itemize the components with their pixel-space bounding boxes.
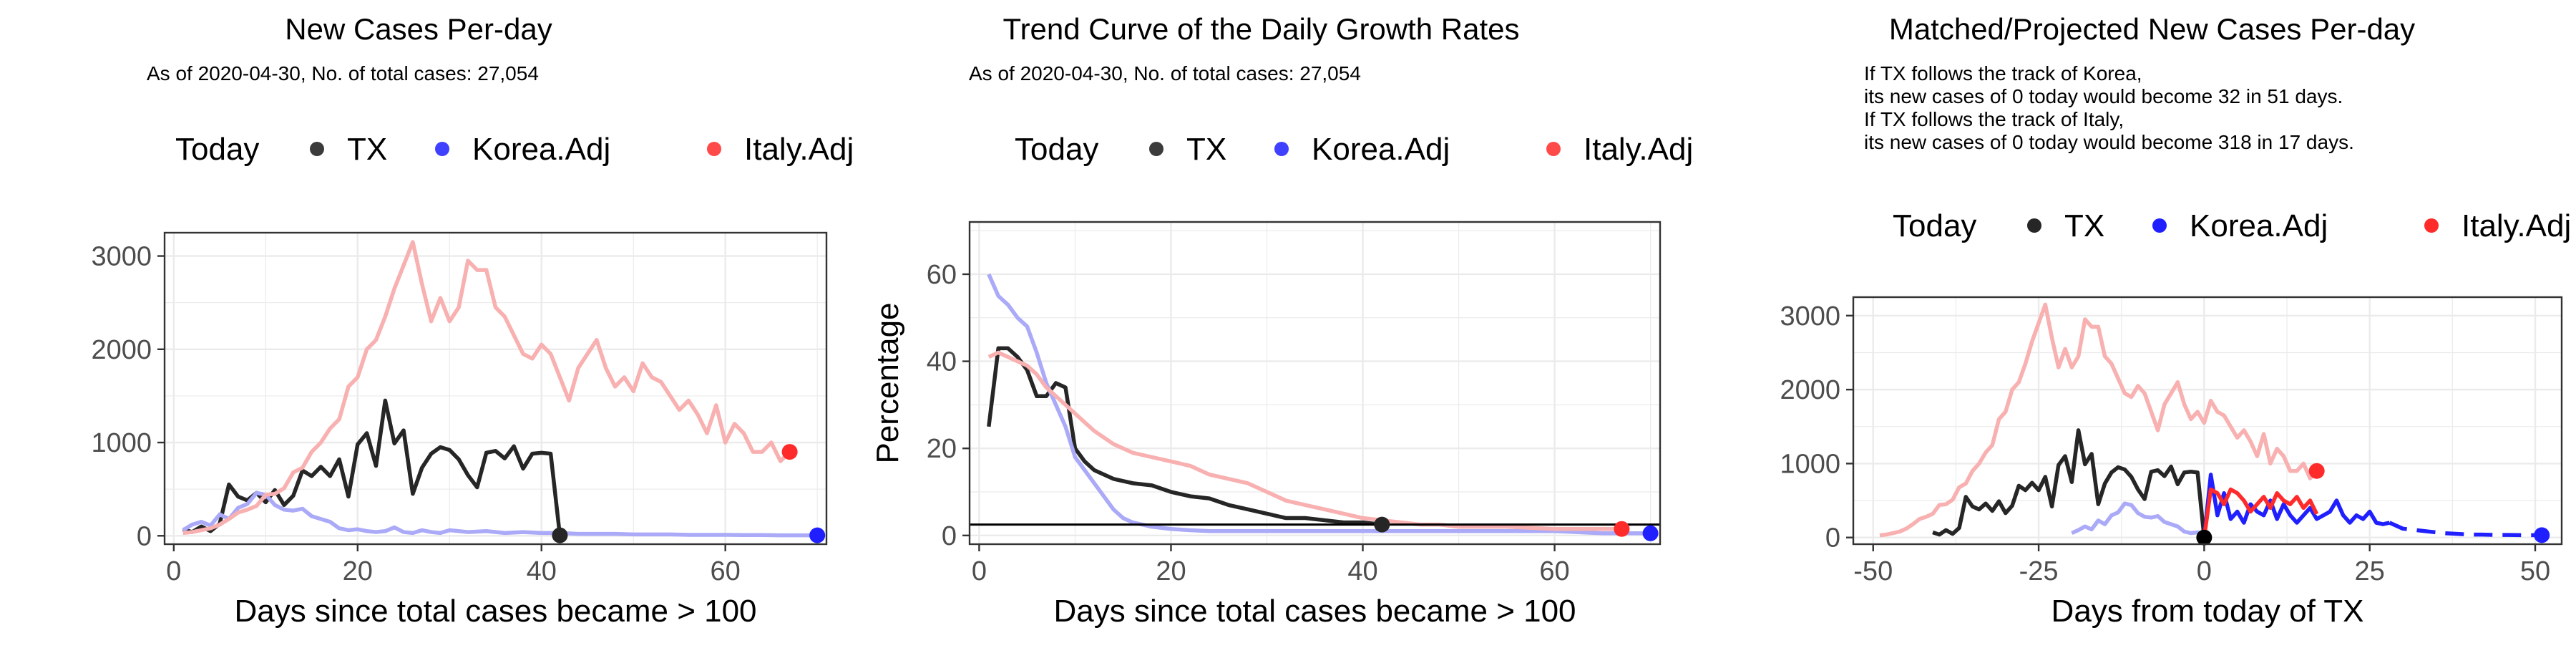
legend-label: Italy.Adj: [1584, 132, 1693, 167]
legend-label: TX: [347, 132, 387, 167]
series-line-italy-adj: [182, 240, 791, 536]
series-line-korea-adj: [182, 490, 818, 538]
plot-border: [968, 221, 1662, 546]
series-line-tx: [987, 346, 1382, 527]
projection-note-line: its new cases of 0 today would become 31…: [1864, 131, 2354, 153]
legend-label: Italy.Adj: [744, 132, 854, 167]
endpoint-dot: [809, 527, 826, 543]
legend-title: Today: [1015, 132, 1098, 167]
x-tick-label: 0: [166, 556, 181, 586]
legend-key: [1546, 142, 1561, 156]
legend: Today TX Korea.Adj Italy.Adj: [1015, 132, 1693, 167]
y-tick-label: 1000: [1780, 449, 1840, 479]
y-tick-label: 0: [1825, 523, 1840, 553]
endpoint-dot: [2534, 527, 2550, 543]
endpoint-dot: [552, 527, 568, 543]
y-tick-label: 2000: [1780, 375, 1840, 405]
series-line-korea-adj: [987, 273, 1651, 536]
x-tick-label: -50: [1853, 556, 1893, 586]
projection-note-line: its new cases of 0 today would become 32…: [1864, 85, 2343, 107]
plot-area: [970, 222, 1660, 544]
series-line-korea-adj-past: [2071, 501, 2205, 536]
legend-key: [1149, 142, 1163, 156]
legend-key: [2152, 218, 2167, 233]
endpoint-dot: [1614, 521, 1630, 537]
endpoint-dot: [2196, 529, 2212, 546]
legend-title: Today: [175, 132, 259, 167]
legend-label: TX: [2064, 208, 2104, 243]
y-tick-label: 2000: [91, 335, 152, 365]
x-tick-label: 50: [2520, 556, 2550, 586]
projection-note-line: If TX follows the track of Korea,: [1864, 62, 2142, 84]
x-axis-title: Days since total cases became > 100: [234, 594, 756, 629]
chart-title: Trend Curve of the Daily Growth Rates: [1002, 12, 1519, 46]
legend-key: [2027, 218, 2041, 233]
series-line-tx: [1932, 428, 2207, 538]
x-tick-label: -25: [2019, 556, 2059, 586]
new-cases-chart: New Cases Per-day As of 2020-04-30, No. o…: [91, 12, 854, 629]
legend-key: [1274, 142, 1289, 156]
y-tick-label: 0: [137, 521, 152, 551]
growth-rate-chart: Trend Curve of the Daily Growth Rates As …: [870, 12, 1693, 629]
chart-title: Matched/Projected New Cases Per-day: [1889, 12, 2415, 46]
legend: Today TX Korea.Adj Italy.Adj: [1893, 208, 2571, 243]
x-tick-label: 40: [1347, 556, 1377, 586]
projected-cases-chart: Matched/Projected New Cases Per-day If TX…: [1780, 12, 2571, 629]
y-tick-label: 60: [927, 260, 957, 290]
series-line-italy-adj: [2202, 487, 2319, 538]
legend-label: Italy.Adj: [2462, 208, 2571, 243]
projection-note-line: If TX follows the track of Italy,: [1864, 108, 2124, 130]
series-line-tx: [182, 398, 562, 536]
endpoint-dot: [2308, 463, 2325, 479]
x-tick-label: 20: [1156, 556, 1186, 586]
y-tick-label: 3000: [1780, 301, 1840, 332]
legend-label: Korea.Adj: [1312, 132, 1450, 167]
legend-key: [310, 142, 324, 156]
legend-title: Today: [1893, 208, 1976, 243]
y-tick-label: 0: [942, 521, 957, 551]
x-tick-label: 40: [527, 556, 557, 586]
endpoint-dot: [1374, 516, 1390, 533]
endpoint-dot: [781, 444, 798, 460]
chart-subtitle: As of 2020-04-30, No. of total cases: 27…: [147, 62, 539, 84]
y-tick-label: 40: [927, 347, 957, 377]
x-axis-title: Days since total cases became > 100: [1053, 594, 1576, 629]
y-tick-label: 3000: [91, 242, 152, 272]
endpoint-dot: [1642, 525, 1659, 541]
y-tick-label: 1000: [91, 428, 152, 458]
y-axis-title: Percentage: [870, 302, 905, 463]
chart-title: New Cases Per-day: [285, 12, 552, 46]
legend: Today TX Korea.Adj Italy.Adj: [175, 132, 854, 167]
series-line-italy-adj-past: [1879, 302, 2318, 538]
x-tick-label: 0: [2197, 556, 2212, 586]
legend-key: [435, 142, 449, 156]
legend-key: [2424, 218, 2439, 233]
x-tick-label: 60: [711, 556, 741, 586]
y-tick-label: 20: [927, 434, 957, 464]
x-tick-label: 25: [2355, 556, 2385, 586]
plot-border: [163, 231, 828, 546]
x-axis-title: Days from today of TX: [2051, 594, 2364, 629]
x-tick-label: 0: [972, 556, 987, 586]
series-line-korea: [2202, 473, 2391, 538]
legend-label: TX: [1186, 132, 1226, 167]
legend-label: Korea.Adj: [2190, 208, 2328, 243]
chart-subtitle: As of 2020-04-30, No. of total cases: 27…: [969, 62, 1361, 84]
plot-border: [1852, 296, 2563, 546]
legend-key: [707, 142, 721, 156]
x-tick-label: 20: [343, 556, 373, 586]
legend-label: Korea.Adj: [472, 132, 610, 167]
x-tick-label: 60: [1539, 556, 1569, 586]
